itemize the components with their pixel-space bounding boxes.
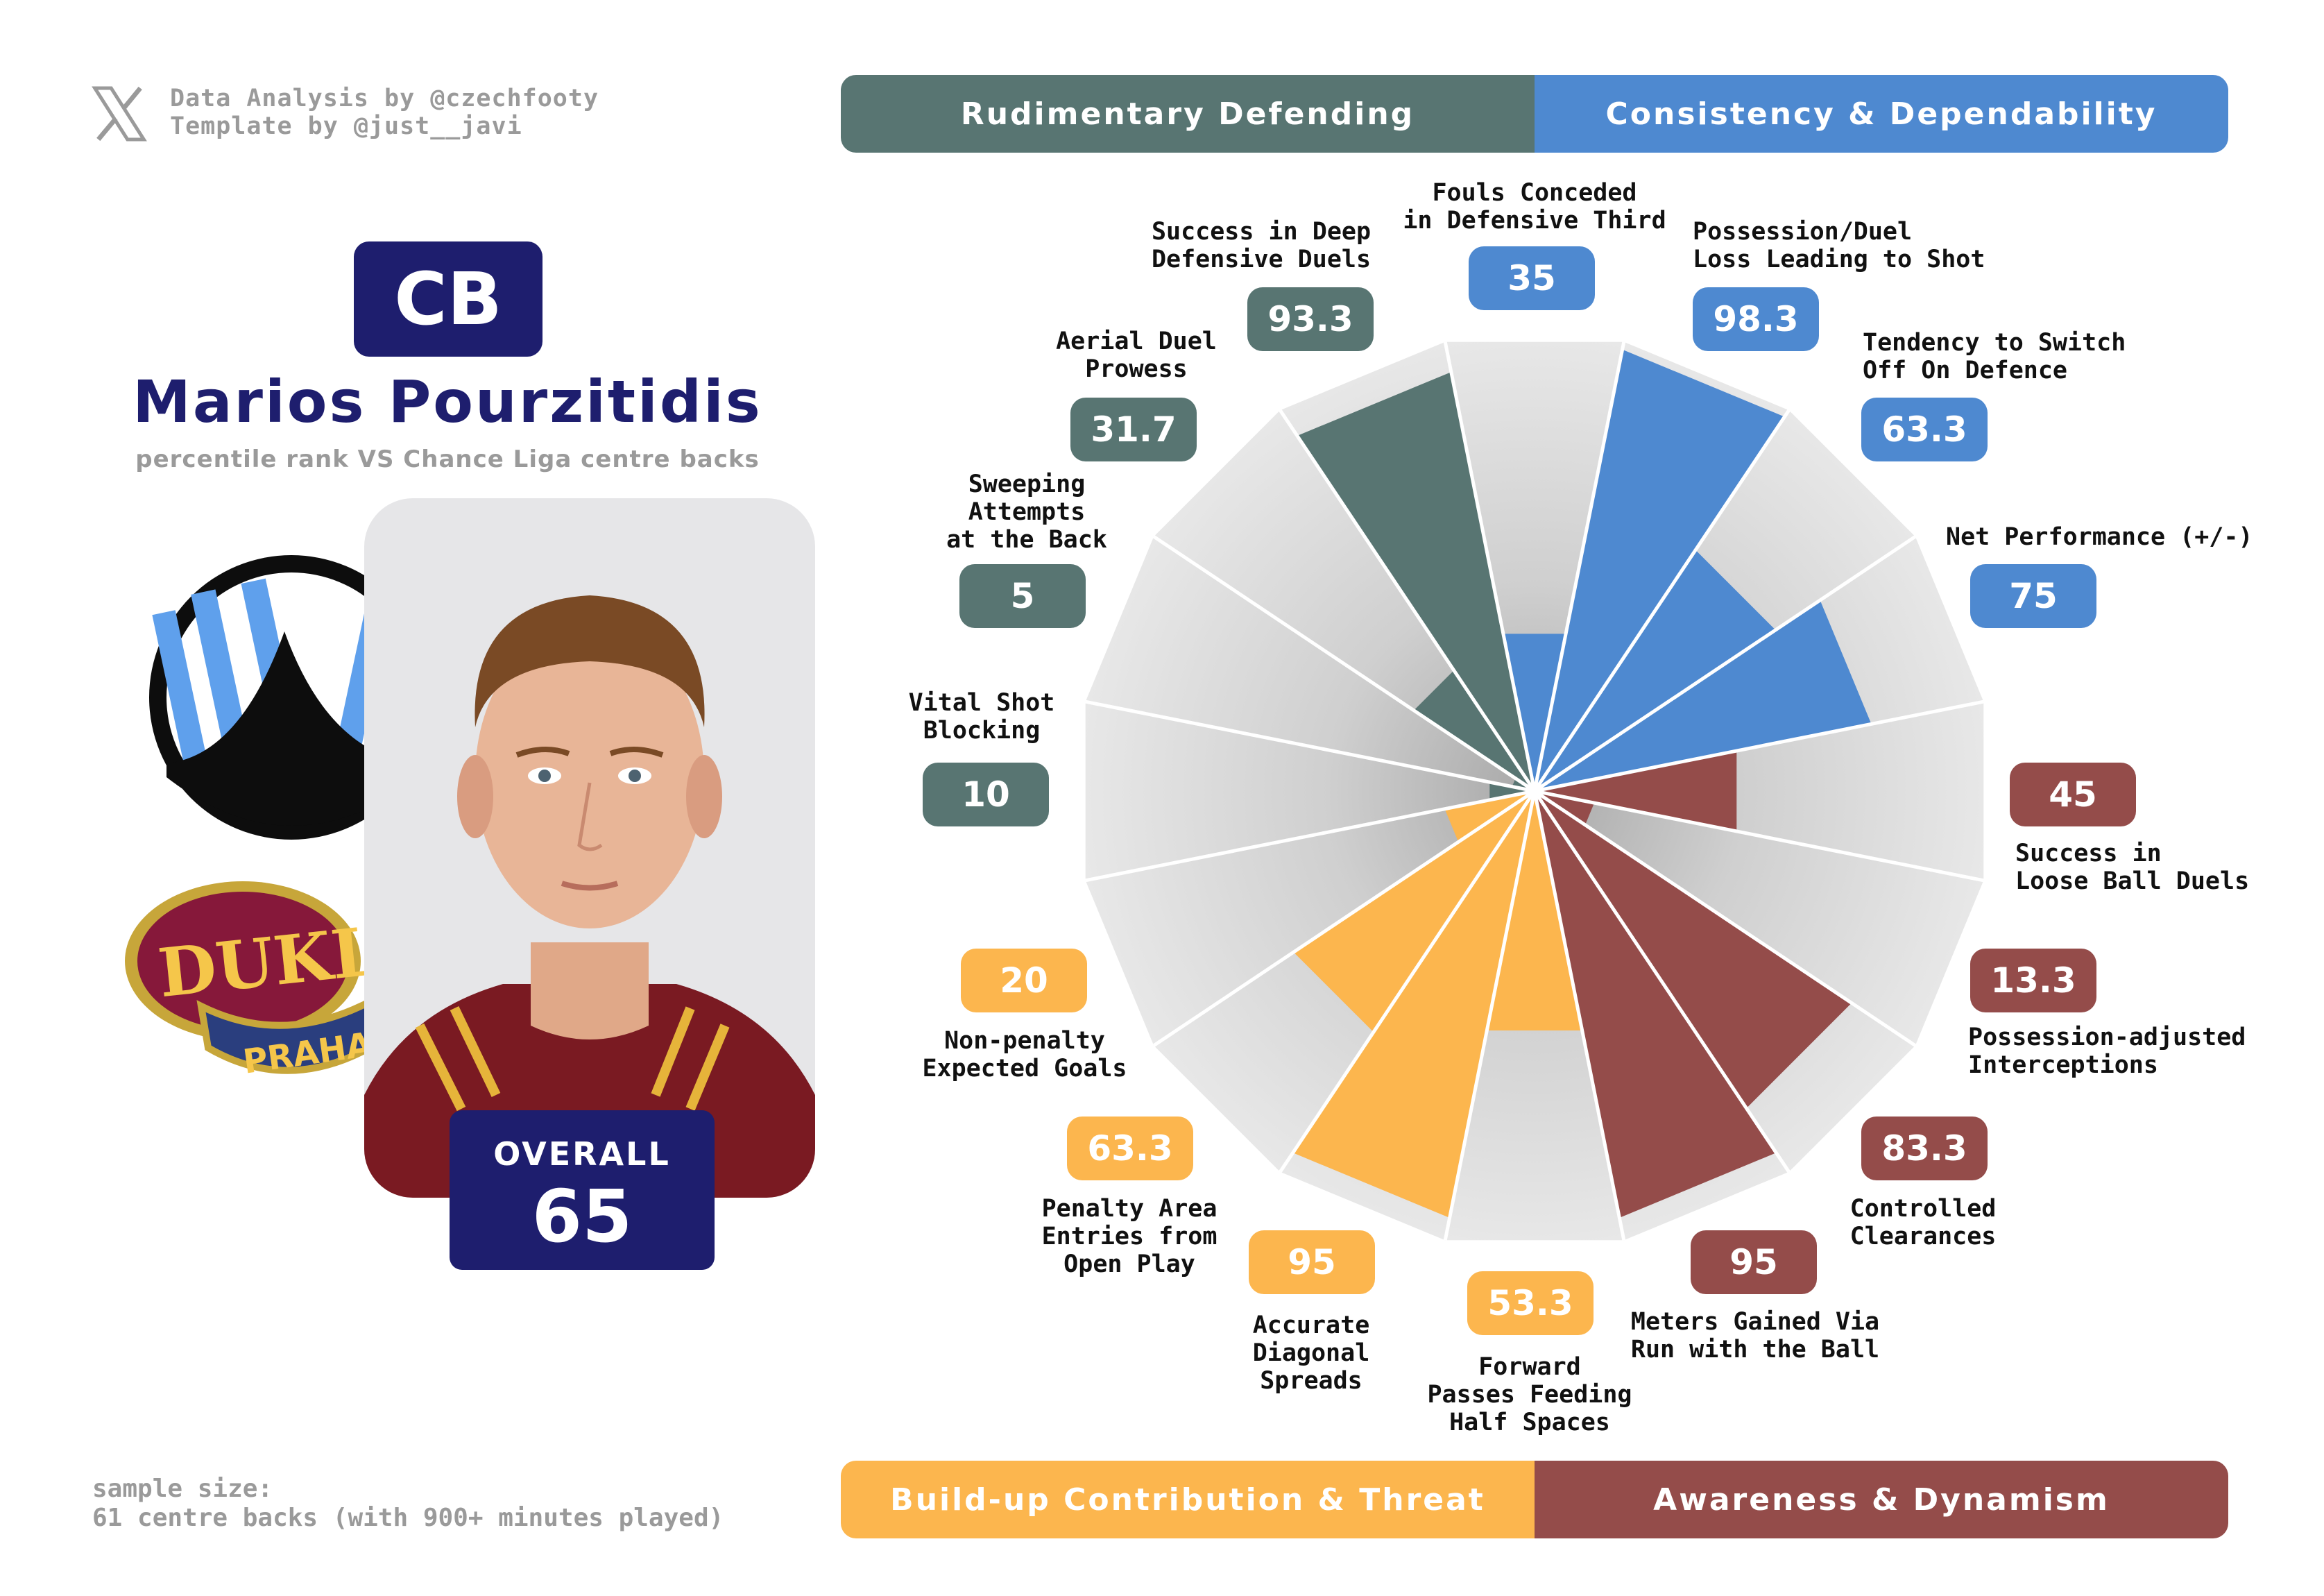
chart-wedge-background <box>1085 536 1535 791</box>
x-logo-icon <box>92 86 147 142</box>
category-rudimentary-defending: Rudimentary Defending <box>841 75 1535 153</box>
chart-bar-12 <box>1444 791 1535 842</box>
overall-rating-badge: OVERALL 65 <box>450 1110 715 1270</box>
chart-bar-15 <box>1414 670 1535 791</box>
metric-label: Aerial Duel Prowess <box>1056 328 1217 383</box>
category-buildup-contribution: Build-up Contribution & Threat <box>841 1461 1535 1538</box>
metric-value-badge: 95 <box>1249 1230 1375 1294</box>
metric-label: Possession/Duel Loss Leading to Shot <box>1693 218 1985 273</box>
chart-bar-5 <box>1535 751 1737 831</box>
chart-bar-11 <box>1293 791 1535 1033</box>
metric-value-badge: 63.3 <box>1067 1117 1193 1180</box>
sample-size-note: sample size: 61 centre backs (with 900+ … <box>92 1475 724 1533</box>
metric-value-badge: 93.3 <box>1247 287 1374 351</box>
metric-value-badge: 13.3 <box>1970 949 2096 1012</box>
metric-label: Sweeping Attempts at the Back <box>946 470 1107 554</box>
category-awareness-dynamism: Awareness & Dynamism <box>1535 1461 2228 1538</box>
chart-wedge-background <box>1535 702 1984 881</box>
sample-size-value: 61 centre backs (with 900+ minutes playe… <box>92 1504 724 1532</box>
chart-divider-line <box>1443 341 1537 792</box>
chart-wedge-background <box>1085 791 1535 1046</box>
metric-label: Penalty Area Entries from Open Play <box>1041 1195 1217 1278</box>
metric-value-badge: 35 <box>1469 246 1595 310</box>
metric-value-badge: 53.3 <box>1467 1271 1594 1335</box>
chart-divider-line <box>1279 409 1537 792</box>
metric-value-badge: 5 <box>959 564 1086 628</box>
metric-label: Possession-adjusted Interceptions <box>1968 1024 2246 1079</box>
chart-divider-line <box>1085 789 1535 883</box>
metric-label: Forward Passes Feeding Half Spaces <box>1427 1353 1632 1436</box>
metric-value-badge: 10 <box>923 763 1049 826</box>
chart-bar-9 <box>1487 791 1582 1030</box>
position-badge: CB <box>354 241 542 357</box>
metric-label: Meters Gained Via Run with the Ball <box>1630 1308 1880 1364</box>
chart-subtitle: percentile rank VS Chance Liga centre ba… <box>135 445 760 473</box>
chart-wedge-background <box>1535 791 1984 1046</box>
club-crest-icon <box>149 555 434 840</box>
chart-bar-10 <box>1292 791 1535 1218</box>
chart-divider-line <box>1085 699 1535 793</box>
metric-label: Vital Shot Blocking <box>908 689 1055 745</box>
chart-bar-7 <box>1535 791 1852 1109</box>
metric-value-badge: 31.7 <box>1070 398 1197 461</box>
overall-value: 65 <box>531 1174 633 1259</box>
metric-label: Success in Deep Defensive Duels <box>1151 218 1372 273</box>
metric-label: Net Performance (+/-) <box>1946 523 2253 551</box>
category-consistency-dependability: Consistency & Dependability <box>1535 75 2228 153</box>
chart-divider-line <box>1533 535 1917 793</box>
metric-label: Accurate Diagonal Spreads <box>1252 1311 1370 1395</box>
chart-bar-13 <box>1489 782 1535 800</box>
metric-value-badge: 20 <box>961 949 1087 1012</box>
chart-bar-8 <box>1535 791 1777 1218</box>
chart-divider-line <box>1533 789 1917 1047</box>
chart-bar-4 <box>1535 600 1872 791</box>
chart-divider-line <box>1279 790 1537 1173</box>
metric-value-badge: 45 <box>2010 763 2136 826</box>
dukla-praha-logo-icon <box>125 881 386 1074</box>
metric-label: Controlled Clearances <box>1849 1195 1997 1250</box>
chart-divider-line <box>1532 790 1791 1173</box>
overall-label: OVERALL <box>493 1135 671 1173</box>
metric-value-badge: 83.3 <box>1861 1117 1988 1180</box>
chart-divider-line <box>1534 699 1984 793</box>
chart-divider-line <box>1152 535 1536 793</box>
player-name: Marios Pourzitidis <box>133 368 762 436</box>
chart-bar-2 <box>1535 349 1785 791</box>
chart-divider-line <box>1532 341 1626 792</box>
chart-wedge-background <box>1085 702 1535 881</box>
chart-bar-16 <box>1297 372 1535 791</box>
metric-value-badge: 63.3 <box>1861 398 1988 461</box>
metric-value-badge: 75 <box>1970 564 2096 628</box>
chart-bar-3 <box>1535 550 1776 791</box>
metric-label: Fouls Conceded in Defensive Third <box>1403 179 1666 235</box>
sample-size-label: sample size: <box>92 1475 273 1503</box>
chart-divider-line <box>1532 409 1791 792</box>
metric-label: Tendency to Switch Off On Defence <box>1863 329 2126 384</box>
metric-value-badge: 98.3 <box>1693 287 1819 351</box>
metric-value-badge: 95 <box>1691 1230 1817 1294</box>
metric-label: Success in Loose Ball Duels <box>2015 840 2250 895</box>
chart-divider-line <box>1534 789 1984 883</box>
chart-wedge-background <box>1445 341 1624 791</box>
chart-divider-line <box>1152 789 1536 1047</box>
chart-divider-line <box>1443 790 1537 1241</box>
metric-label: Non-penalty Expected Goals <box>922 1027 1127 1083</box>
chart-bar-1 <box>1503 634 1566 791</box>
credit-template: Template by @just__javi <box>170 112 522 140</box>
credit-analysis: Data Analysis by @czechfooty <box>170 85 599 112</box>
chart-divider-line <box>1532 790 1626 1241</box>
